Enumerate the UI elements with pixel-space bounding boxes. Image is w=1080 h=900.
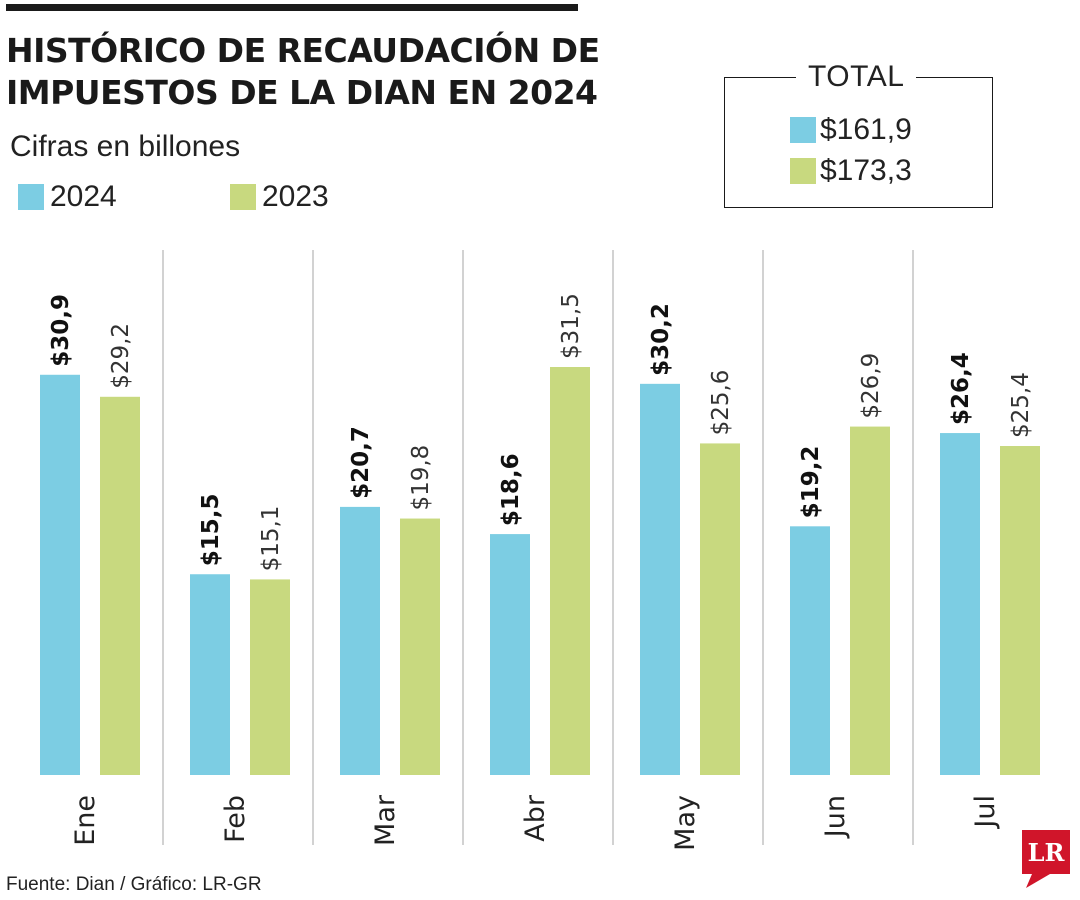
chart-subtitle: Cifras en billones [10,130,241,163]
category-label-ene: Ene [70,795,101,846]
bar-2023-mar [400,518,440,775]
total-swatch-2023 [790,158,816,184]
total-2023: $173,3 [790,154,912,188]
bar-2024-feb [190,574,230,775]
legend-item-2024: 2024 [18,180,117,214]
bar-chart: $30,9 $29,2 Ene $15,5 $15,1 Feb $20,7 $19,8 Mar $… [40,250,1040,851]
total-swatch-2024 [790,117,816,143]
data-label-2023-abr: $31,5 [558,293,584,359]
bar-2023-may [700,443,740,775]
data-label-2023-mar: $19,8 [408,445,434,511]
category-label-abr: Abr [520,794,551,842]
bar-2024-mar [340,506,380,775]
bar-2024-ene [40,374,80,775]
bar-2024-jun [790,526,830,775]
data-label-2023-jul: $25,4 [1008,372,1034,438]
data-label-2024-jun: $19,2 [798,446,824,519]
top-rule [6,4,578,11]
bar-2024-may [640,383,680,775]
lr-logo: LR [1022,830,1070,888]
lr-logo-badge [1022,830,1070,888]
legend-item-2023: 2023 [230,180,329,214]
category-label-mar: Mar [370,794,401,846]
data-label-2023-jun: $26,9 [858,353,884,419]
bar-2023-ene [100,396,140,775]
category-label-may: May [670,795,701,851]
title-line-1: HISTÓRICO DE RECAUDACIÓN DE [6,31,600,70]
legend-swatch-2023 [230,184,256,210]
category-label-jul: Jul [970,795,1001,830]
data-label-2024-mar: $20,7 [348,426,374,499]
legend-label-2024: 2024 [50,180,117,213]
chart-title: HISTÓRICO DE RECAUDACIÓN DE IMPUESTOS DE… [6,30,626,114]
lr-logo-text: LR [1028,838,1066,867]
data-label-2024-feb: $15,5 [198,493,224,566]
data-label-2024-ene: $30,9 [48,294,74,367]
data-label-2023-feb: $15,1 [258,506,284,572]
source-note: Fuente: Dian / Gráfico: LR-GR [6,874,262,895]
category-label-jun: Jun [820,795,851,839]
bar-2023-jul [1000,446,1040,775]
bar-2023-jun [850,426,890,775]
data-label-2023-ene: $29,2 [108,323,134,389]
data-label-2024-abr: $18,6 [498,453,524,526]
total-title: TOTAL [796,60,917,94]
bar-2024-jul [940,433,980,775]
data-label-2023-may: $25,6 [708,370,734,436]
total-value-2023: $173,3 [820,154,912,187]
bar-2023-feb [250,579,290,775]
bar-2024-abr [490,534,530,775]
total-2024: $161,9 [790,113,912,147]
category-label-feb: Feb [220,795,251,843]
legend-swatch-2024 [18,184,44,210]
data-label-2024-jul: $26,4 [948,352,974,425]
bar-2023-abr [550,367,590,775]
title-line-2: IMPUESTOS DE LA DIAN EN 2024 [6,73,598,112]
legend-label-2023: 2023 [262,180,329,213]
data-label-2024-may: $30,2 [648,303,674,376]
total-value-2024: $161,9 [820,113,912,146]
